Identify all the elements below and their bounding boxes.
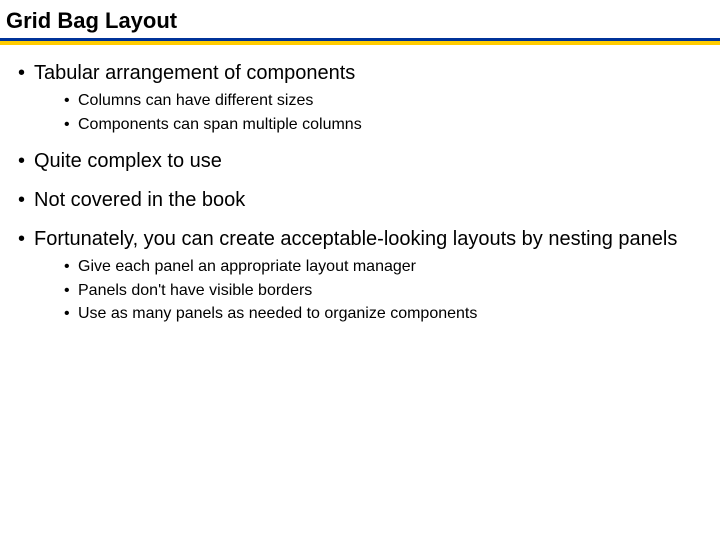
bullet-text: Tabular arrangement of components (34, 62, 355, 84)
bullet-text: Not covered in the book (34, 189, 245, 211)
sub-bullet-text: Give each panel an appropriate layout ma… (78, 258, 416, 275)
sub-bullet-list: Give each panel an appropriate layout ma… (34, 256, 706, 325)
sub-bullet-list: Columns can have different sizes Compone… (34, 90, 706, 135)
sub-bullet-item: Components can span multiple columns (62, 114, 706, 136)
sub-bullet-text: Use as many panels as needed to organize… (78, 305, 477, 322)
sub-bullet-text: Panels don't have visible borders (78, 282, 312, 299)
bullet-item: Tabular arrangement of components Column… (14, 61, 706, 135)
bullet-list: Tabular arrangement of components Column… (14, 61, 706, 325)
sub-bullet-text: Columns can have different sizes (78, 92, 313, 109)
slide-content: Tabular arrangement of components Column… (0, 45, 720, 325)
slide-title: Grid Bag Layout (0, 0, 720, 38)
sub-bullet-item: Panels don't have visible borders (62, 280, 706, 302)
bullet-item: Quite complex to use (14, 149, 706, 174)
bullet-text: Quite complex to use (34, 150, 222, 172)
sub-bullet-item: Give each panel an appropriate layout ma… (62, 256, 706, 278)
bullet-item: Fortunately, you can create acceptable-l… (14, 227, 706, 325)
sub-bullet-item: Use as many panels as needed to organize… (62, 303, 706, 325)
bullet-text: Fortunately, you can create acceptable-l… (34, 228, 677, 250)
sub-bullet-item: Columns can have different sizes (62, 90, 706, 112)
sub-bullet-text: Components can span multiple columns (78, 116, 362, 133)
slide: Grid Bag Layout Tabular arrangement of c… (0, 0, 720, 540)
bullet-item: Not covered in the book (14, 188, 706, 213)
